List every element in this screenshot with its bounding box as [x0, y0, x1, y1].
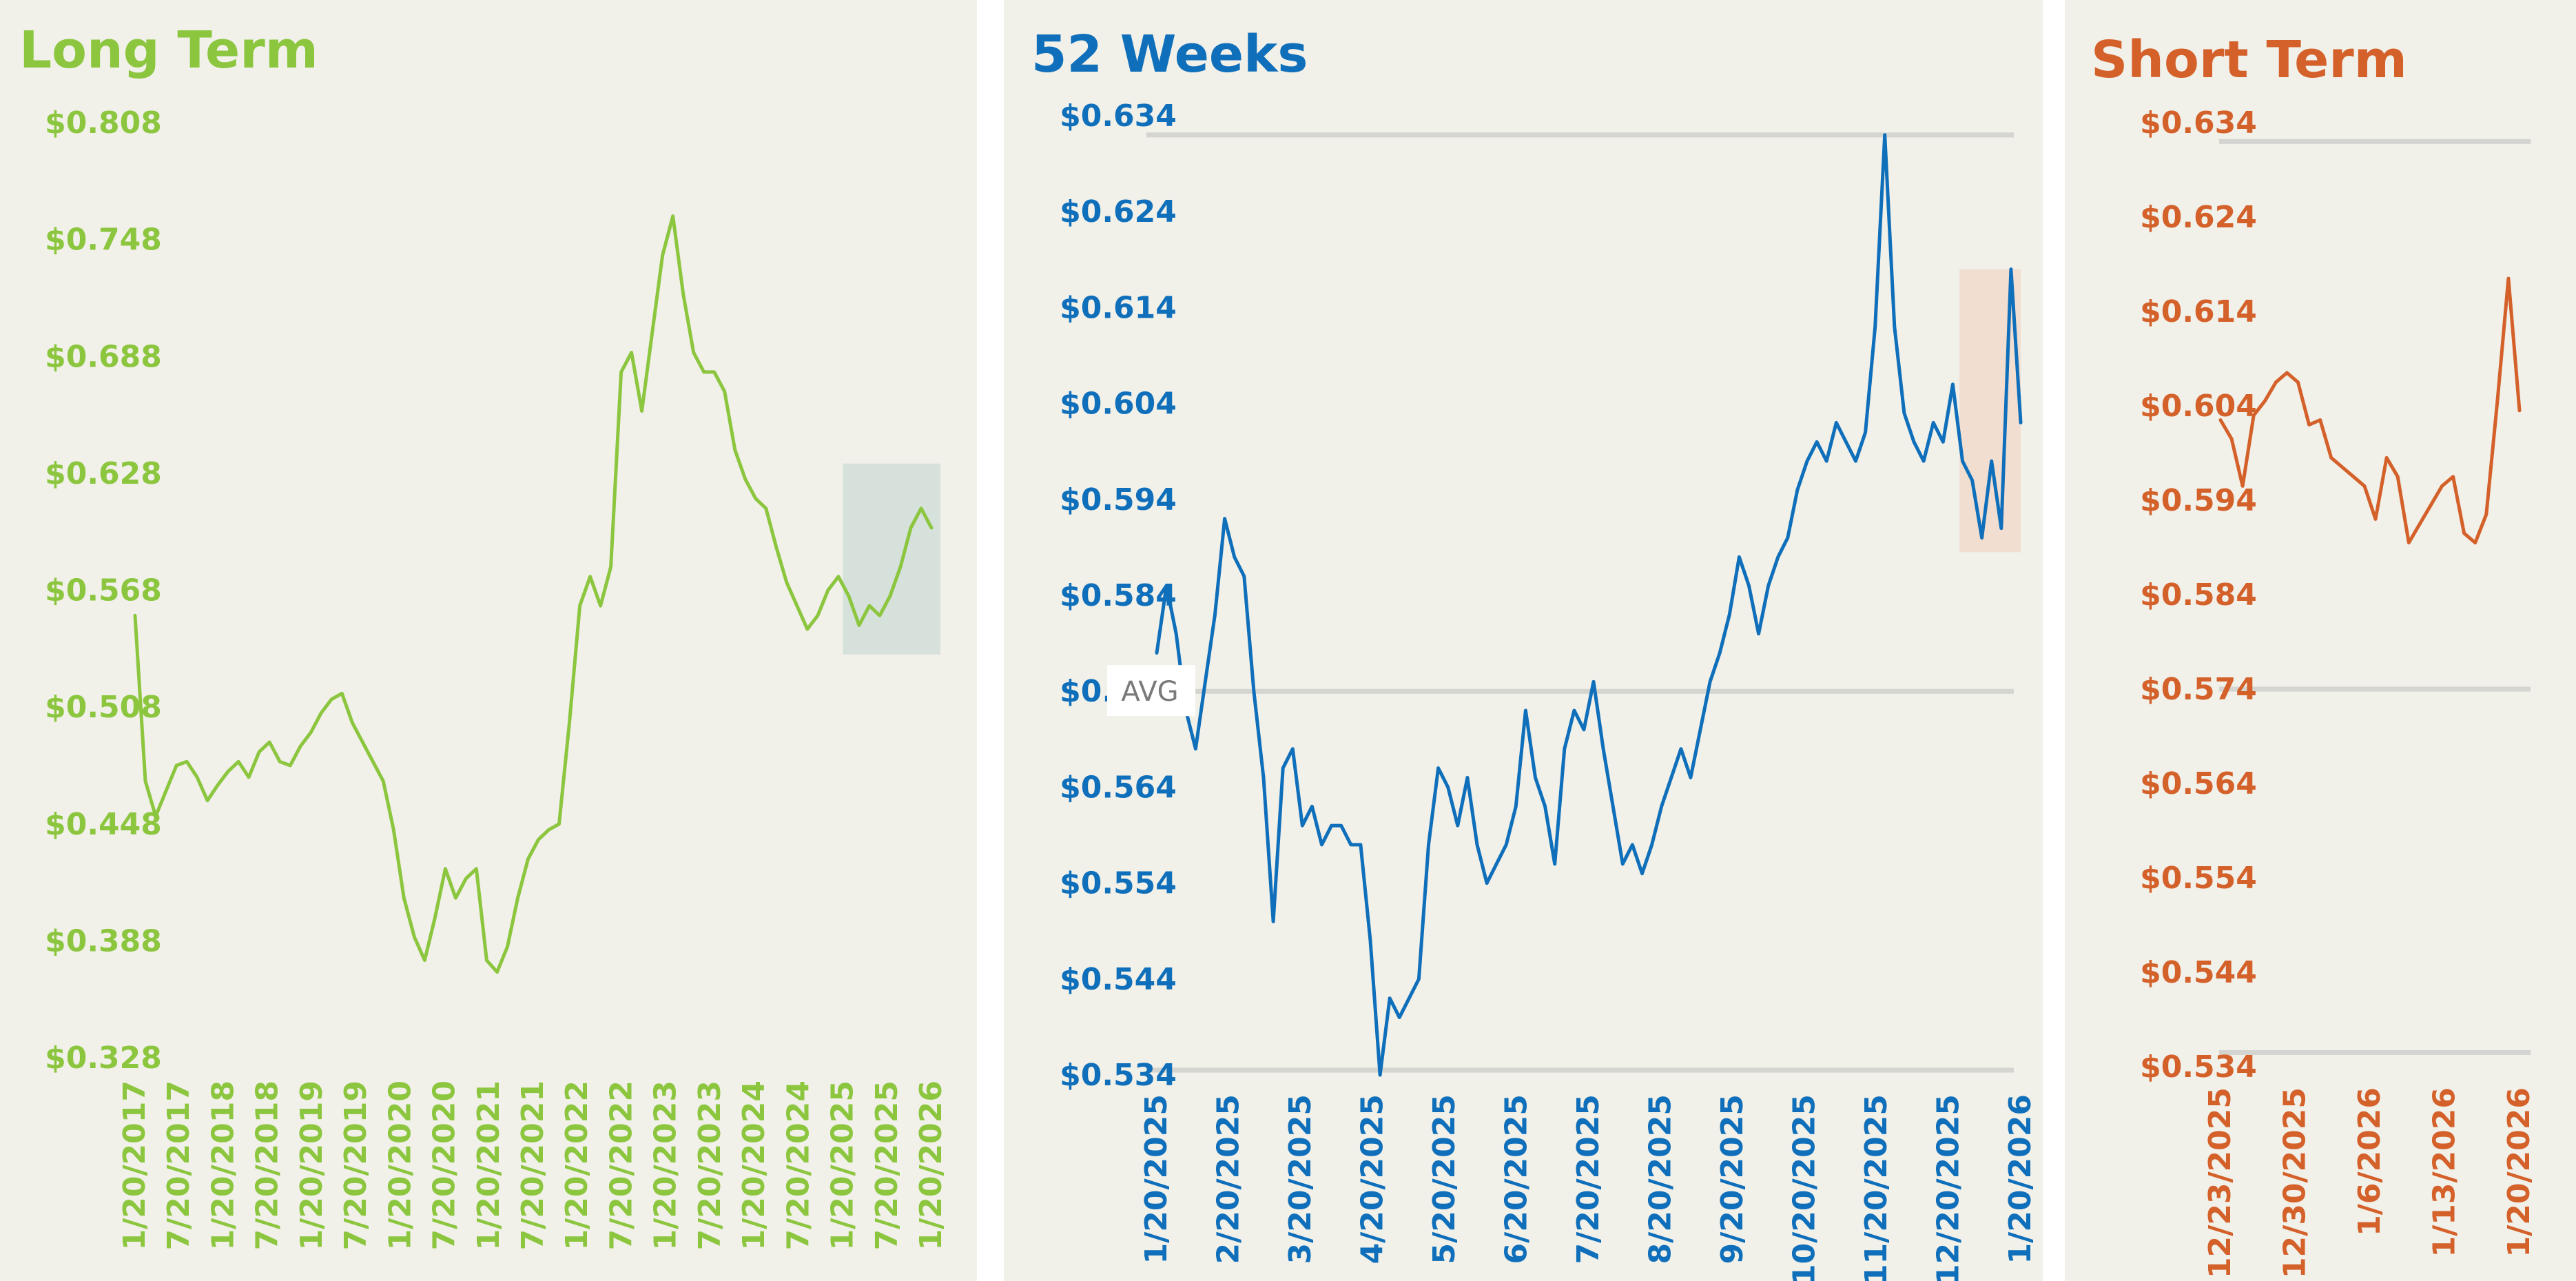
52-weeks-x-tick-label: 7/20/2025: [1571, 1094, 1606, 1264]
long-term-y-tick-label: $0.448: [45, 807, 162, 842]
long-term-x-tick-label: 1/20/2022: [559, 1080, 595, 1250]
long-term-y-tick-label: $0.688: [45, 339, 162, 374]
short-term-title: Short Term: [2091, 30, 2407, 90]
52-weeks-y-tick-label: $0.554: [1060, 866, 1177, 901]
52-weeks-x-tick-label: 10/20/2025: [1787, 1094, 1822, 1281]
52-weeks-y-tick-label: $0.544: [1060, 962, 1177, 997]
long-term-x-tick-label: 1/20/2019: [294, 1080, 329, 1250]
short-term-y-tick-label: $0.624: [2140, 200, 2257, 235]
short-term-y-tick-label: $0.554: [2140, 861, 2257, 896]
short-term-y-tick-label: $0.584: [2140, 577, 2257, 613]
52-weeks-x-tick-label: 11/20/2025: [1859, 1094, 1894, 1281]
52-weeks-avg-label-box: [1107, 665, 1195, 717]
short-term-x-axis: 12/23/2025 12/30/2025 1/6/2026 1/13/2026 1/2…: [2203, 1087, 2537, 1278]
long-term-series: [133, 214, 934, 974]
short-term-y-tick-label: $0.544: [2140, 955, 2257, 990]
long-term-x-tick-label: 1/20/2026: [914, 1080, 949, 1250]
52-weeks-x-tick-label: 12/20/2025: [1931, 1094, 1966, 1281]
long-term-y-tick-label: $0.748: [45, 223, 162, 258]
52-weeks-series: [1155, 133, 2023, 1077]
short-term-y-tick-label: $0.604: [2140, 389, 2257, 424]
52-weeks-y-tick-label: $0.614: [1060, 290, 1177, 325]
52-weeks-chart: 52 Weeks $0.634$0.624$0.614$0.604$0.594$…: [1004, 0, 2043, 1281]
long-term-y-tick-label: $0.628: [45, 456, 162, 491]
52-weeks-y-tick-label: $0.534: [1060, 1058, 1177, 1093]
52-weeks-y-tick-label: $0.594: [1060, 482, 1177, 517]
long-term-y-tick-label: $0.808: [45, 105, 162, 141]
short-term-y-axis: $0.634 $0.624 $0.614 $0.604 $0.594 $0.584 $0.5…: [2140, 105, 2257, 1085]
short-term-series: [2218, 276, 2522, 545]
long-term-x-tick-label: 7/20/2021: [515, 1080, 550, 1250]
short-term-x-tick-label: 1/6/2026: [2352, 1087, 2387, 1236]
52-weeks-x-tick-label: 2/20/2025: [1211, 1094, 1246, 1264]
short-term-x-tick-label: 12/30/2025: [2278, 1087, 2313, 1278]
short-term-y-tick-label: $0.574: [2140, 672, 2257, 707]
52-weeks-series-line: [1155, 133, 2023, 1077]
52-weeks-y-axis: $0.634 $0.624 $0.614 $0.604 $0.594 $0.584 $0.5…: [1060, 99, 1177, 1093]
52-weeks-x-tick-label: 8/20/2025: [1643, 1094, 1678, 1264]
short-term-reference-lines: [2219, 139, 2531, 1055]
long-term-x-tick-label: 7/20/2022: [604, 1080, 639, 1250]
52-weeks-y-tick-label: $0.604: [1060, 387, 1177, 422]
52-weeks-y-tick-label: $0.634: [1060, 99, 1177, 134]
52-weeks-x-tick-label: 5/20/2025: [1427, 1094, 1462, 1264]
long-term-y-tick-label: $0.508: [45, 690, 162, 725]
short-term-panel-background: [2065, 0, 2576, 1281]
long-term-y-tick-label: $0.328: [45, 1041, 162, 1076]
52-weeks-title: 52 Weeks: [1031, 25, 1308, 84]
52-weeks-avg-label-group: AVG: [1107, 665, 1195, 717]
short-term-y-tick-label: $0.614: [2140, 294, 2257, 329]
52-weeks-x-axis: 1/20/2025 2/20/2025 3/20/2025 4/20/2025 5/20…: [1139, 1094, 2038, 1281]
long-term-x-tick-label: 1/20/2021: [471, 1080, 506, 1250]
52-weeks-highlight-rect: [1959, 269, 2021, 553]
long-term-y-axis: $0.808 $0.748 $0.688 $0.628 $0.568 $0.508 $0.4…: [45, 105, 162, 1076]
short-term-x-tick-label: 1/20/2026: [2502, 1087, 2537, 1257]
long-term-y-tick-label: $0.568: [45, 573, 162, 608]
short-term-y-tick-label: $0.564: [2140, 766, 2257, 801]
long-term-x-axis: 1/20/2017 7/20/2017 1/20/2018 7/20/2018 1/20…: [117, 1080, 949, 1250]
short-term-x-tick-label: 12/23/2025: [2203, 1087, 2238, 1278]
long-term-x-tick-label: 1/20/2018: [205, 1080, 240, 1250]
short-term-y-tick-label: $0.534: [2140, 1049, 2257, 1085]
long-term-x-tick-label: 7/20/2018: [250, 1080, 285, 1250]
52-weeks-x-tick-label: 1/20/2025: [1139, 1094, 1174, 1264]
long-term-x-tick-label: 7/20/2020: [427, 1080, 462, 1250]
short-term-chart: Short Term $0.634 $0.624 $0.614 $0.604 $0.59…: [2065, 0, 2576, 1281]
long-term-chart: Long Term $0.808 $0.748 $0.688 $0.628 $0.568…: [0, 0, 977, 1281]
long-term-x-tick-label: 7/20/2019: [338, 1080, 373, 1250]
52-weeks-y-tick-label: $0.564: [1060, 770, 1177, 805]
long-term-x-tick-label: 1/20/2024: [736, 1080, 772, 1250]
52-weeks-x-tick-label: 6/20/2025: [1499, 1094, 1534, 1264]
long-term-x-tick-label: 7/20/2023: [692, 1080, 728, 1250]
long-term-x-tick-label: 7/20/2024: [781, 1080, 816, 1250]
long-term-x-tick-label: 1/20/2025: [825, 1080, 861, 1250]
short-term-y-tick-label: $0.594: [2140, 483, 2257, 518]
52-weeks-y-tick-label: $0.584: [1060, 578, 1177, 613]
52-weeks-reference-lines: [1146, 132, 2014, 1073]
long-term-panel-background: [0, 0, 977, 1281]
52-weeks-x-tick-label: 4/20/2025: [1355, 1094, 1390, 1264]
52-weeks-x-tick-label: 3/20/2025: [1283, 1094, 1318, 1264]
long-term-x-tick-label: 1/20/2023: [648, 1080, 683, 1250]
52-weeks-highlight: [1959, 269, 2021, 553]
long-term-x-tick-label: 1/20/2020: [382, 1080, 418, 1250]
long-term-x-tick-label: 1/20/2017: [117, 1080, 152, 1250]
long-term-x-tick-label: 7/20/2025: [869, 1080, 905, 1250]
long-term-x-tick-label: 7/20/2017: [161, 1080, 196, 1250]
long-term-y-tick-label: $0.388: [45, 923, 162, 959]
short-term-series-line: [2218, 276, 2522, 545]
long-term-title: Long Term: [19, 21, 318, 80]
long-term-series-line: [133, 214, 934, 974]
52-weeks-x-tick-label: 1/20/2026: [2003, 1094, 2038, 1264]
52-weeks-avg-label: AVG: [1121, 676, 1178, 708]
52-weeks-x-tick-label: 9/20/2025: [1715, 1094, 1750, 1264]
short-term-y-tick-label: $0.634: [2140, 105, 2257, 141]
52-weeks-y-tick-label: $0.624: [1060, 194, 1177, 229]
short-term-x-tick-label: 1/13/2026: [2427, 1087, 2462, 1257]
